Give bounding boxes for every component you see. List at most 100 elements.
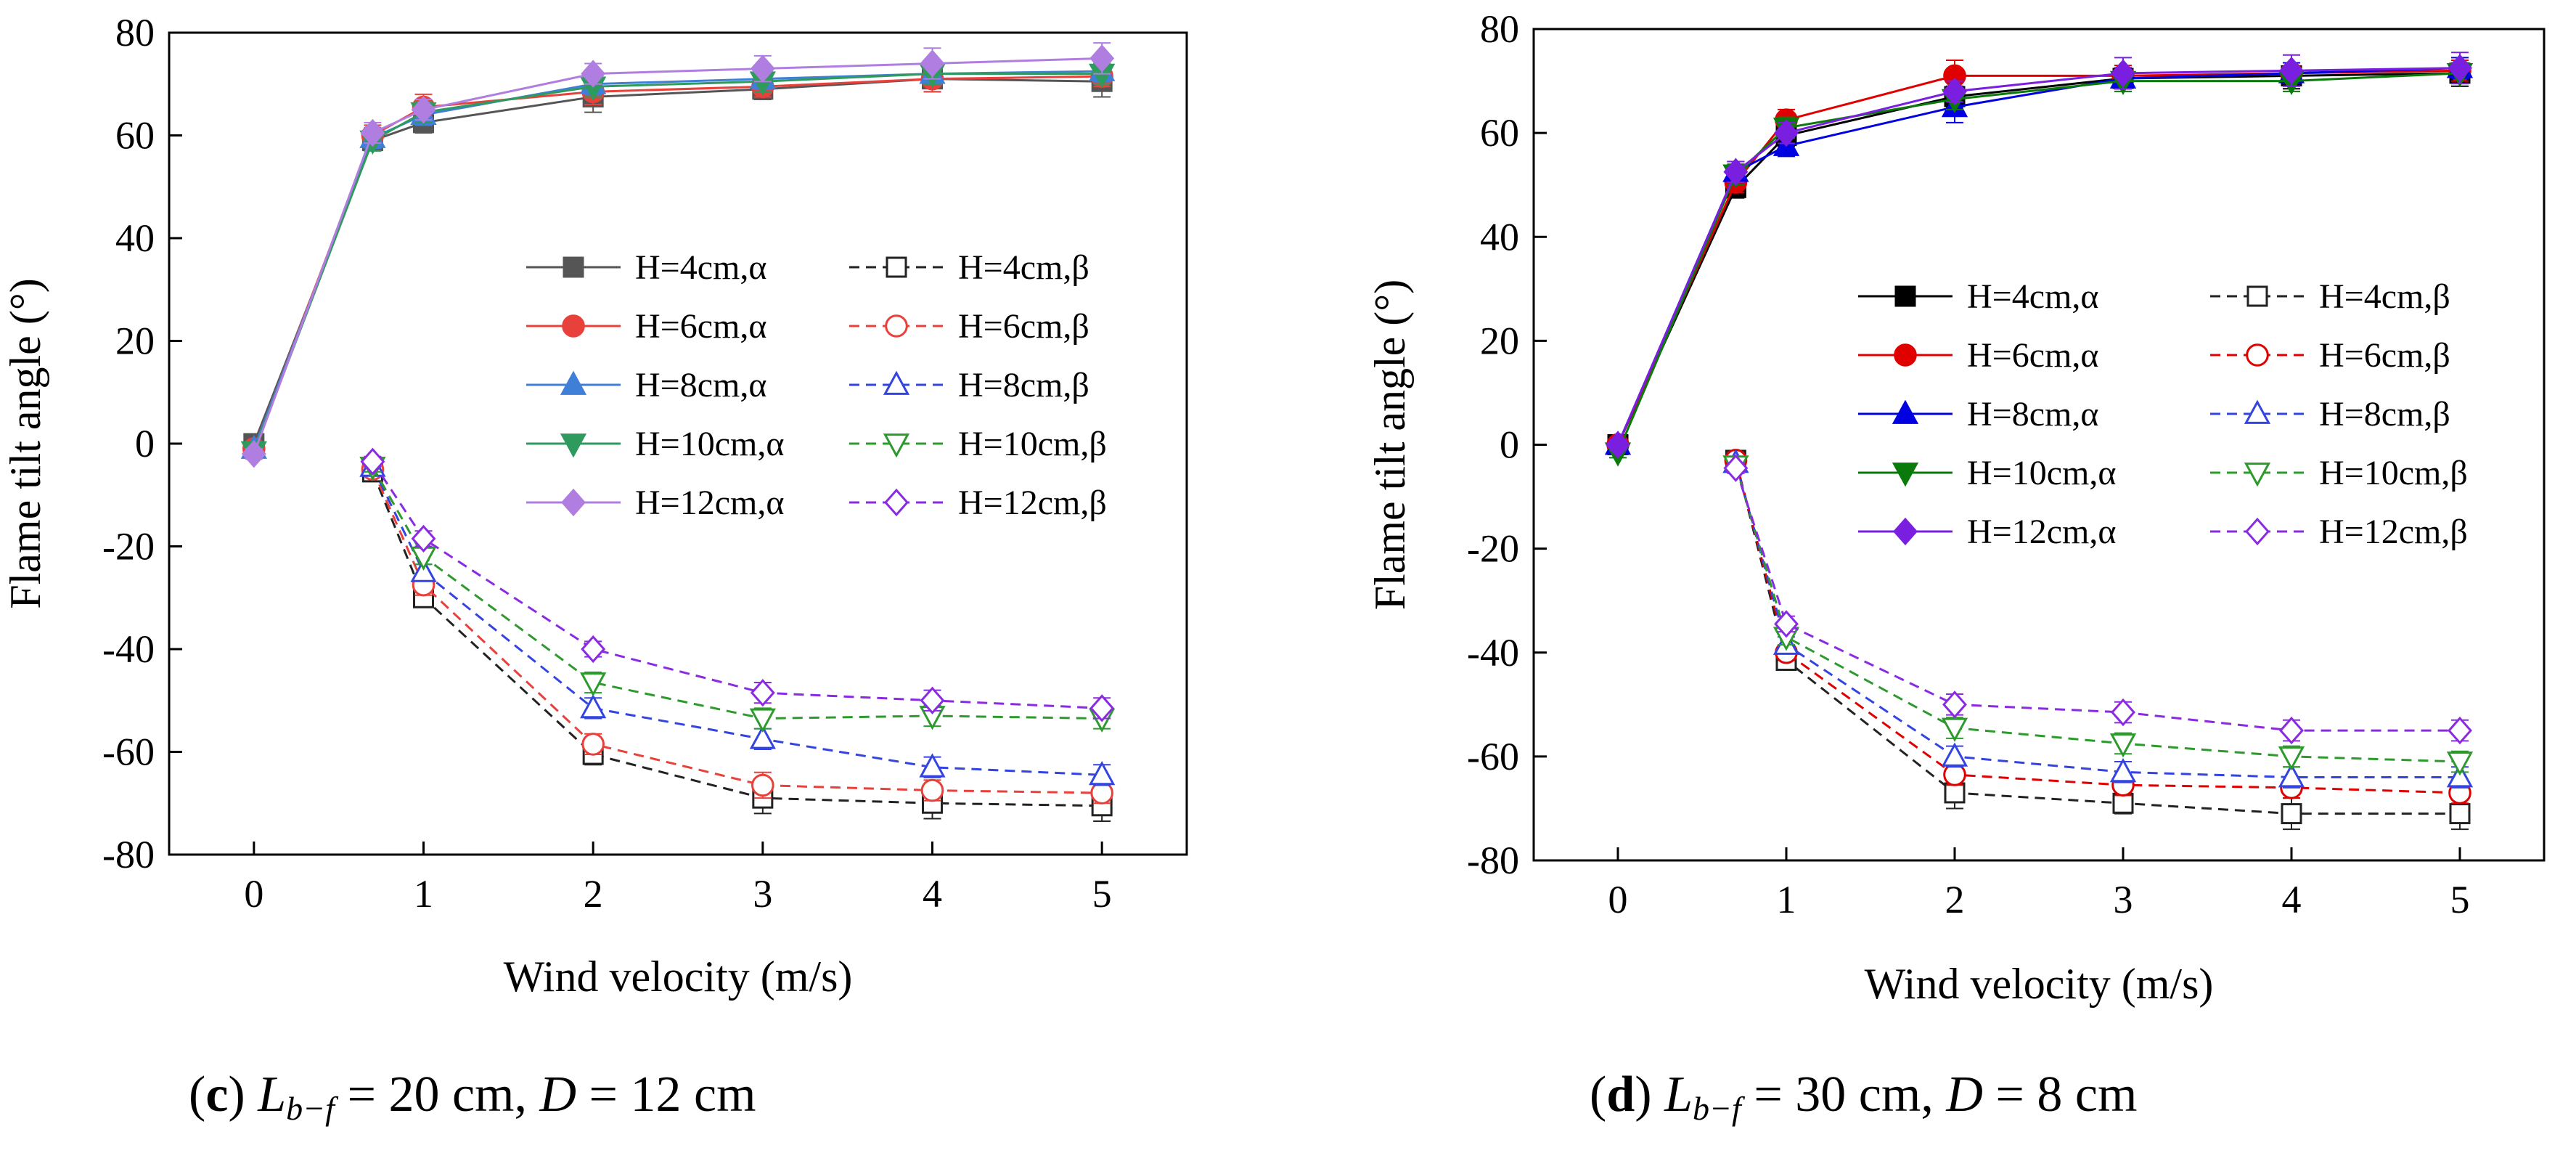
legend-item: H=10cm,α <box>526 425 785 463</box>
legend-label: H=4cm,α <box>1967 277 2099 316</box>
caption-paren: ( <box>189 1067 205 1123</box>
data-point <box>2281 803 2302 825</box>
x-axis-label: Wind velocity (m/s) <box>504 953 853 1001</box>
legend-label: H=4cm,α <box>635 248 767 287</box>
data-point <box>2278 746 2305 771</box>
y-tick-label: 40 <box>1480 215 1519 258</box>
data-point <box>919 753 946 778</box>
data-point <box>2109 757 2137 783</box>
data-point <box>920 49 945 78</box>
x-tick-label: 5 <box>1092 872 1112 916</box>
data-point <box>1606 431 1630 459</box>
series-H=4cm,β <box>1725 449 2471 831</box>
series-line <box>372 460 1103 709</box>
caption-d-value: = 12 cm <box>576 1067 756 1123</box>
series-H=12cm,α <box>241 42 1115 468</box>
legend-marker <box>1892 463 1919 487</box>
legend-label: H=4cm,β <box>2319 277 2450 316</box>
legend-item: H=4cm,β <box>849 248 1089 287</box>
legend-marker <box>1894 285 1916 307</box>
data-point <box>1089 760 1116 786</box>
data-point <box>2109 733 2137 758</box>
legend-marker <box>563 256 584 278</box>
legend-label: H=8cm,β <box>2319 395 2450 433</box>
legend-label: H=10cm,α <box>1967 454 2117 492</box>
data-point <box>2279 57 2304 85</box>
data-point <box>1774 610 1799 638</box>
legend-marker <box>2246 343 2269 367</box>
series-line <box>1734 460 2461 794</box>
legend-item: H=8cm,α <box>1858 395 2099 433</box>
data-point <box>581 635 606 664</box>
legend-marker <box>886 256 907 278</box>
legend-item: H=12cm,α <box>526 484 785 522</box>
legend-item: H=6cm,β <box>2210 336 2450 375</box>
data-point <box>2112 792 2134 814</box>
x-tick-label: 2 <box>584 872 603 916</box>
data-point <box>411 95 436 124</box>
legend-item: H=8cm,β <box>2210 395 2450 433</box>
data-point <box>360 447 385 476</box>
figure-caption: (d) Lb−f = 30 cm, D = 8 cm <box>1590 1067 2137 1127</box>
data-point <box>1723 454 1749 482</box>
data-point <box>2278 763 2305 788</box>
legend-marker <box>2246 285 2268 307</box>
series-line <box>1616 67 2461 446</box>
series-H=6cm,β <box>1724 449 2471 804</box>
legend-marker <box>1892 399 1919 424</box>
data-point <box>750 54 775 83</box>
data-point <box>2448 716 2472 745</box>
y-tick-label: -80 <box>102 833 155 876</box>
data-point <box>1723 158 1749 186</box>
legend-item: H=10cm,β <box>849 425 1107 463</box>
data-point <box>2279 716 2304 745</box>
caption-label: d <box>1606 1067 1635 1123</box>
series-H=12cm,α <box>1606 52 2472 459</box>
caption-label: c <box>205 1067 228 1123</box>
legend-label: H=6cm,β <box>958 307 1089 346</box>
y-tick-label: -80 <box>1467 839 1519 882</box>
data-point <box>1774 118 1799 147</box>
x-tick-label: 3 <box>2114 878 2133 921</box>
y-tick-label: 40 <box>115 216 155 260</box>
data-point <box>360 118 385 147</box>
y-tick-label: 20 <box>115 319 155 363</box>
caption-value: = 30 cm, <box>1741 1067 1947 1123</box>
x-tick-label: 0 <box>244 872 263 916</box>
x-axis-label: Wind velocity (m/s) <box>1865 960 2214 1008</box>
x-tick-label: 3 <box>753 872 772 916</box>
data-point <box>2449 803 2471 825</box>
legend-label: H=10cm,β <box>2319 454 2468 492</box>
y-tick-label: 0 <box>1500 423 1519 467</box>
data-point <box>581 733 605 756</box>
series-line <box>1734 463 2460 778</box>
legend-marker <box>2244 463 2271 487</box>
data-point <box>580 693 607 719</box>
series-line <box>1734 468 2460 732</box>
caption-paren: ) <box>228 1067 258 1123</box>
series-line <box>1734 465 2461 763</box>
data-point <box>241 439 266 468</box>
legend-marker <box>884 488 909 517</box>
legend-marker <box>883 433 910 458</box>
y-tick-label: -60 <box>1467 735 1519 778</box>
y-axis-label: Flame tilt angle (°) <box>1 278 49 609</box>
x-tick-label: 2 <box>1945 878 1965 921</box>
y-tick-label: 80 <box>115 11 155 54</box>
legend-label: H=12cm,β <box>958 484 1107 522</box>
legend-item: H=6cm,α <box>1858 336 2099 375</box>
legend-marker <box>2244 399 2271 424</box>
data-point <box>1089 694 1115 722</box>
x-tick-label: 1 <box>1777 878 1796 921</box>
caption-d-value: = 8 cm <box>1983 1067 2138 1123</box>
legend-item: H=12cm,β <box>2210 513 2468 551</box>
series-line <box>372 466 1103 776</box>
legend-item: H=10cm,β <box>2210 454 2468 492</box>
x-tick-label: 1 <box>414 872 433 916</box>
caption-paren: ( <box>1590 1067 1606 1123</box>
x-axis: 0 1 2 3 4 5 <box>244 842 1112 916</box>
legend-label: H=12cm,α <box>635 484 785 522</box>
x-tick-label: 5 <box>2450 878 2470 921</box>
legend: H=4cm,α H=6cm,α H=8cm,α H=10cm,α H=12cm,α H=4… <box>1858 277 2468 551</box>
